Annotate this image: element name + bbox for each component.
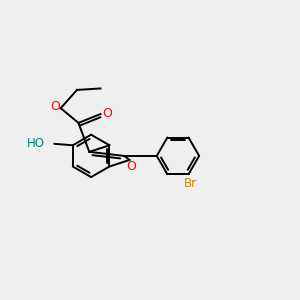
Text: HO: HO <box>27 137 45 150</box>
Text: O: O <box>50 100 60 113</box>
Text: Br: Br <box>184 177 196 190</box>
Text: O: O <box>102 107 112 120</box>
Text: O: O <box>126 160 136 173</box>
